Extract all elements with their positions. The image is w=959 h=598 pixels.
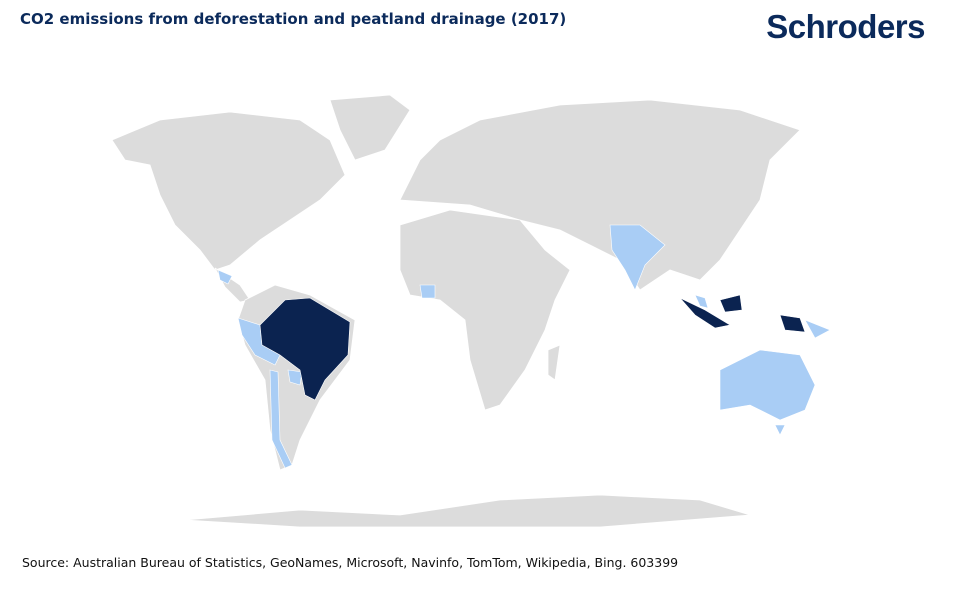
brazil bbox=[259, 297, 351, 401]
tasmania bbox=[774, 424, 786, 436]
brand-logo: Schroders bbox=[766, 8, 925, 45]
india bbox=[609, 224, 666, 291]
ghana-region bbox=[419, 284, 436, 299]
highlighted-regions bbox=[217, 224, 831, 469]
antarctica bbox=[184, 494, 751, 528]
malaysia bbox=[694, 294, 709, 309]
eurasia bbox=[399, 99, 801, 291]
australia bbox=[719, 349, 816, 421]
papua-new-guinea bbox=[804, 319, 831, 339]
central-america-region bbox=[217, 269, 233, 285]
papua bbox=[779, 314, 806, 333]
africa bbox=[399, 209, 571, 411]
source-note: Source: Australian Bureau of Statistics,… bbox=[22, 555, 679, 570]
greenland bbox=[329, 94, 411, 161]
title: CO2 emissions from deforestation and pea… bbox=[20, 10, 567, 28]
land bbox=[111, 94, 801, 528]
madagascar bbox=[547, 344, 561, 381]
chile bbox=[269, 369, 293, 469]
north-america bbox=[111, 111, 346, 271]
paraguay-region bbox=[287, 369, 303, 386]
borneo bbox=[719, 294, 743, 313]
sumatra-java bbox=[679, 297, 731, 329]
